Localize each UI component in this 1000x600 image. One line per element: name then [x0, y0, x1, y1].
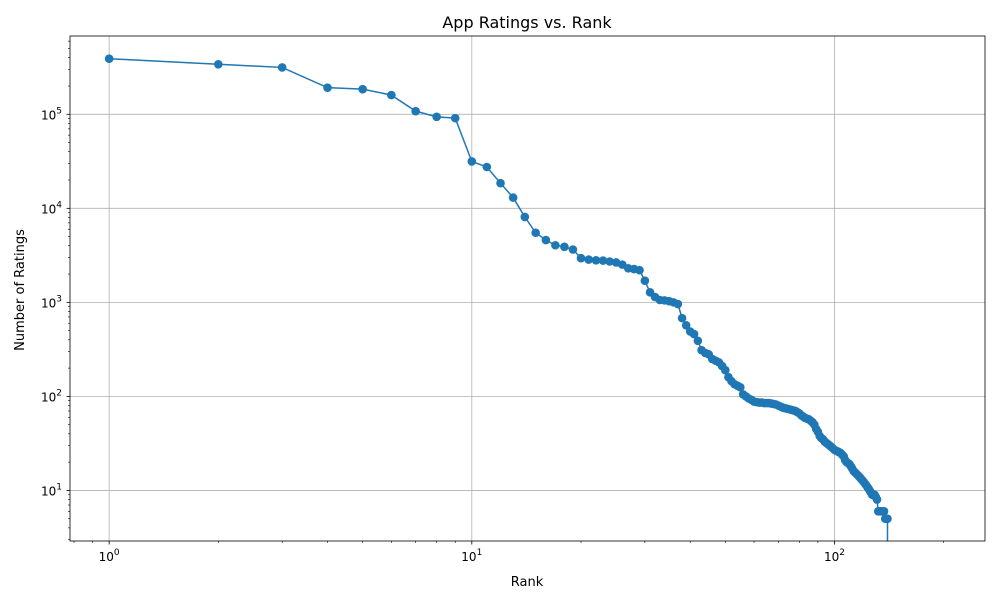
y-tick-label: 104 — [41, 200, 62, 216]
data-point — [520, 212, 530, 222]
data-point — [541, 235, 551, 245]
y-tick-label: 101 — [41, 482, 62, 498]
data-point — [605, 257, 615, 266]
data-point — [531, 228, 540, 238]
y-axis-label: Number of Ratings — [13, 229, 28, 351]
grid — [70, 36, 985, 541]
data-point — [736, 382, 745, 392]
data-point — [598, 256, 608, 265]
data-point — [591, 256, 601, 265]
data-point — [677, 313, 687, 323]
data-point — [584, 255, 593, 264]
data-point — [496, 178, 505, 188]
data-point — [482, 162, 492, 172]
y-tick-label: 105 — [41, 106, 62, 122]
data-point — [673, 299, 683, 309]
data-point — [214, 60, 223, 69]
chart-title: App Ratings vs. Rank — [442, 13, 612, 32]
data-point — [721, 365, 730, 375]
data-point — [551, 240, 560, 250]
data-point — [411, 106, 420, 116]
x-tick-label: 102 — [824, 548, 845, 564]
data-point — [450, 113, 460, 123]
data-point — [689, 329, 699, 339]
data-point — [635, 265, 644, 275]
data-point — [693, 336, 703, 346]
data-point — [568, 245, 578, 254]
data-point — [323, 83, 332, 92]
data-point — [387, 90, 396, 100]
data-point — [883, 514, 892, 524]
series-layer — [104, 54, 892, 541]
data-point — [508, 193, 518, 202]
data-point — [358, 84, 367, 94]
data-point — [104, 54, 114, 64]
tick-labels: 100 101 102 101 102 103 104 105 — [41, 106, 845, 564]
x-axis-label: Rank — [511, 575, 544, 590]
data-point — [277, 63, 287, 72]
x-tick-label: 100 — [99, 548, 120, 564]
data-point — [432, 112, 441, 122]
data-point — [872, 495, 882, 504]
plot-frame — [69, 35, 986, 542]
data-point — [576, 253, 586, 263]
data-point — [560, 242, 569, 252]
data-point — [879, 507, 889, 516]
y-tick-label: 103 — [41, 294, 62, 310]
data-point — [640, 276, 650, 286]
data-point — [681, 321, 691, 330]
ticks — [66, 40, 944, 545]
y-tick-label: 102 — [41, 388, 62, 404]
data-point — [467, 157, 477, 166]
x-tick-label: 101 — [461, 548, 482, 564]
